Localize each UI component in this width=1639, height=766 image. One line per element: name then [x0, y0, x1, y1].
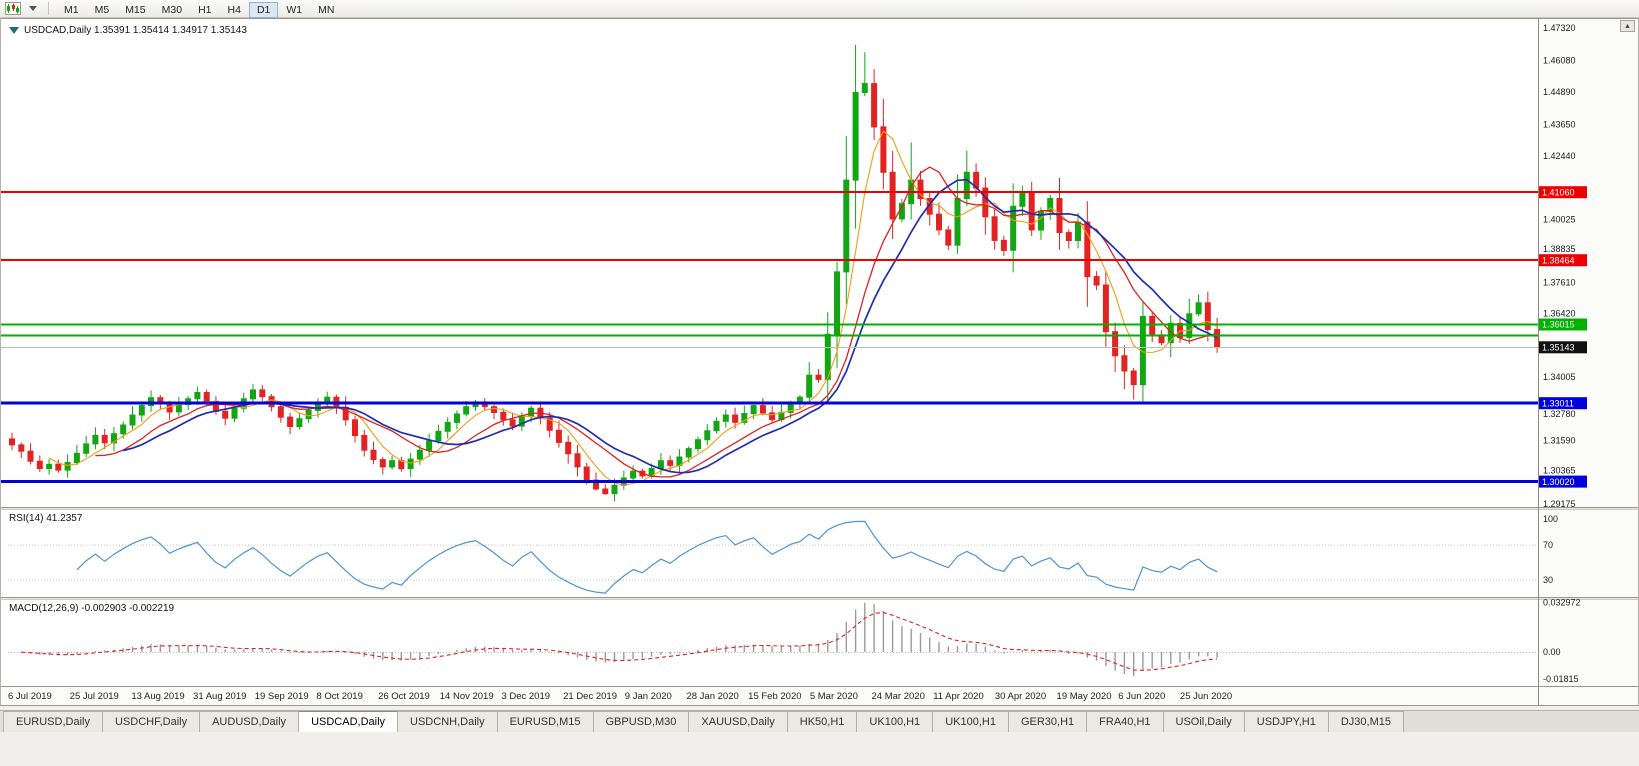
price-axis-label: 1.32780 [1543, 409, 1576, 419]
svg-text:1.36015: 1.36015 [1542, 320, 1575, 330]
date-axis-label: 31 Aug 2019 [193, 691, 246, 702]
rsi-axis-label: 70 [1543, 540, 1553, 550]
chart-tab-xauusd-daily-7[interactable]: XAUUSD,Daily [688, 711, 788, 732]
date-axis-label: 6 Jul 2019 [8, 691, 52, 702]
price-axis-label: 1.46080 [1543, 56, 1576, 66]
rsi-line [76, 520, 1218, 594]
chart-tab-hk50-h1-8[interactable]: HK50,H1 [786, 711, 858, 732]
date-axis-label: 15 Feb 2020 [748, 691, 801, 702]
chart-tab-dj30-m15-15[interactable]: DJ30,M15 [1327, 711, 1404, 732]
date-axis-label: 28 Jan 2020 [686, 691, 738, 702]
chart-tab-usdcnh-daily-4[interactable]: USDCNH,Daily [397, 711, 498, 732]
chart-title: USDCAD,Daily 1.35391 1.35414 1.34917 1.3… [9, 25, 247, 36]
timeframe-button-m30[interactable]: M30 [154, 2, 190, 18]
symbol-icon [9, 27, 19, 34]
price-axis-label: 1.30365 [1543, 466, 1576, 476]
svg-text:1.35143: 1.35143 [1542, 343, 1575, 353]
rsi-indicator-label: RSI(14) 41.2357 [9, 513, 83, 524]
date-axis-label: 26 Oct 2019 [378, 691, 430, 702]
date-axis-label: 25 Jul 2019 [70, 691, 119, 702]
price-axis-label: 1.36420 [1543, 309, 1576, 319]
date-axis-label: 3 Dec 2019 [501, 691, 550, 702]
chart-tab-bar: EURUSD,Daily USDCHF,Daily AUDUSD,Daily USDC… [0, 710, 1639, 732]
chart-tab-fra40-h1-12[interactable]: FRA40,H1 [1086, 711, 1164, 732]
chart-title-text: USDCAD,Daily 1.35391 1.35414 1.34917 1.3… [24, 25, 247, 36]
toolbar-dropdown-icon[interactable] [29, 6, 37, 11]
chart-type-icon-glyph [5, 2, 21, 15]
macd-signal-line [21, 612, 1218, 671]
timeframe-button-m15[interactable]: M15 [117, 2, 153, 18]
chart-tab-audusd-daily-2[interactable]: AUDUSD,Daily [199, 711, 300, 732]
price-axis-label: 1.40025 [1543, 214, 1576, 224]
svg-text:1.30020: 1.30020 [1542, 477, 1575, 487]
date-axis-label: 19 Sep 2019 [255, 691, 309, 702]
chart-tab-eurusd-daily-0[interactable]: EURUSD,Daily [3, 711, 103, 732]
price-tag-1.35143: 1.35143 [1539, 341, 1587, 354]
price-tag-1.41060: 1.41060 [1539, 186, 1587, 199]
date-axis-label: 11 Apr 2020 [933, 691, 984, 702]
price-axis-label: 1.38835 [1543, 244, 1576, 254]
price-tag-1.30020: 1.30020 [1539, 475, 1587, 488]
svg-text:1.38464: 1.38464 [1542, 255, 1575, 265]
timeframe-button-h4[interactable]: H4 [220, 2, 249, 18]
date-axis-label: 5 Mar 2020 [810, 691, 858, 702]
timeframe-button-d1[interactable]: D1 [248, 1, 279, 18]
scroll-up-button[interactable]: ▲ [1620, 20, 1635, 32]
macd-axis-label: 0.032972 [1543, 598, 1581, 608]
toolbar: M1 M5 M15 M30 H1 H4 D1 W1 MN [0, 0, 1639, 18]
ma-slow-line[interactable] [122, 178, 1218, 474]
chart-tab-usdchf-daily-1[interactable]: USDCHF,Daily [101, 711, 201, 732]
macd-indicator-label: MACD(12,26,9) -0.002903 -0.002219 [9, 603, 175, 614]
price-axis-label: 1.42440 [1543, 151, 1576, 161]
toolbar-separator [48, 2, 49, 15]
price-axis-label: 1.43650 [1543, 119, 1576, 129]
timeframe-button-m5[interactable]: M5 [87, 2, 118, 18]
chart-tab-ger30-h1-11[interactable]: GER30,H1 [1007, 711, 1088, 732]
timeframe-button-w1[interactable]: W1 [278, 2, 310, 18]
price-axis-label: 1.47320 [1543, 23, 1576, 33]
chart-tab-usdjpy-h1-14[interactable]: USDJPY,H1 [1243, 711, 1329, 732]
timeframe-button-m1[interactable]: M1 [56, 2, 87, 18]
date-axis-label: 24 Mar 2020 [872, 691, 925, 702]
chart-tab-usoil-daily-13[interactable]: USOil,Daily [1162, 711, 1245, 732]
date-axis-label: 30 Apr 2020 [995, 691, 1046, 702]
price-tag-1.38464: 1.38464 [1539, 254, 1587, 267]
candlestick-series [9, 44, 1221, 502]
macd-axis-label: -0.01815 [1543, 674, 1579, 684]
date-axis-label: 6 Jun 2020 [1118, 691, 1165, 702]
chart-tab-usdcad-daily-3[interactable]: USDCAD,Daily [298, 711, 399, 732]
chart-tab-uk100-h1-9[interactable]: UK100,H1 [856, 711, 934, 732]
price-tag-1.33011: 1.33011 [1539, 397, 1587, 410]
date-axis-label: 13 Aug 2019 [131, 691, 184, 702]
svg-text:1.33011: 1.33011 [1542, 398, 1574, 408]
date-axis-label: 25 Jun 2020 [1180, 691, 1232, 702]
price-axis-label: 1.34005 [1543, 372, 1576, 382]
chart-tab-eurusd-m15-5[interactable]: EURUSD,M15 [496, 711, 594, 732]
chart-tab-uk100-h1-10[interactable]: UK100,H1 [932, 711, 1009, 732]
ma-fast-line[interactable] [48, 130, 1218, 486]
date-axis-label: 9 Jan 2020 [625, 691, 672, 702]
date-axis-label: 19 May 2020 [1057, 691, 1112, 702]
date-axis-label: 21 Dec 2019 [563, 691, 617, 702]
price-axis-label: 1.44890 [1543, 87, 1576, 97]
price-axis-label: 1.37610 [1543, 278, 1576, 288]
timeframe-buttons: M1 M5 M15 M30 H1 H4 D1 W1 MN [56, 0, 342, 18]
price-axis-label: 1.31590 [1543, 436, 1576, 446]
rsi-axis-label: 100 [1543, 514, 1558, 524]
timeframe-button-mn[interactable]: MN [310, 2, 342, 18]
svg-text:1.41060: 1.41060 [1542, 187, 1575, 197]
date-axis-label: 8 Oct 2019 [316, 691, 362, 702]
price-tag-1.36015: 1.36015 [1539, 318, 1587, 331]
timeframe-button-h1[interactable]: H1 [190, 2, 219, 18]
date-axis-label: 14 Nov 2019 [440, 691, 494, 702]
rsi-axis-label: 30 [1543, 575, 1553, 585]
chart-tab-gbpusd-m30-6[interactable]: GBPUSD,M30 [592, 711, 690, 732]
chart-type-icon[interactable] [3, 1, 23, 16]
price-axis-label: 1.29175 [1543, 499, 1576, 509]
macd-axis-label: 0.00 [1543, 647, 1561, 657]
